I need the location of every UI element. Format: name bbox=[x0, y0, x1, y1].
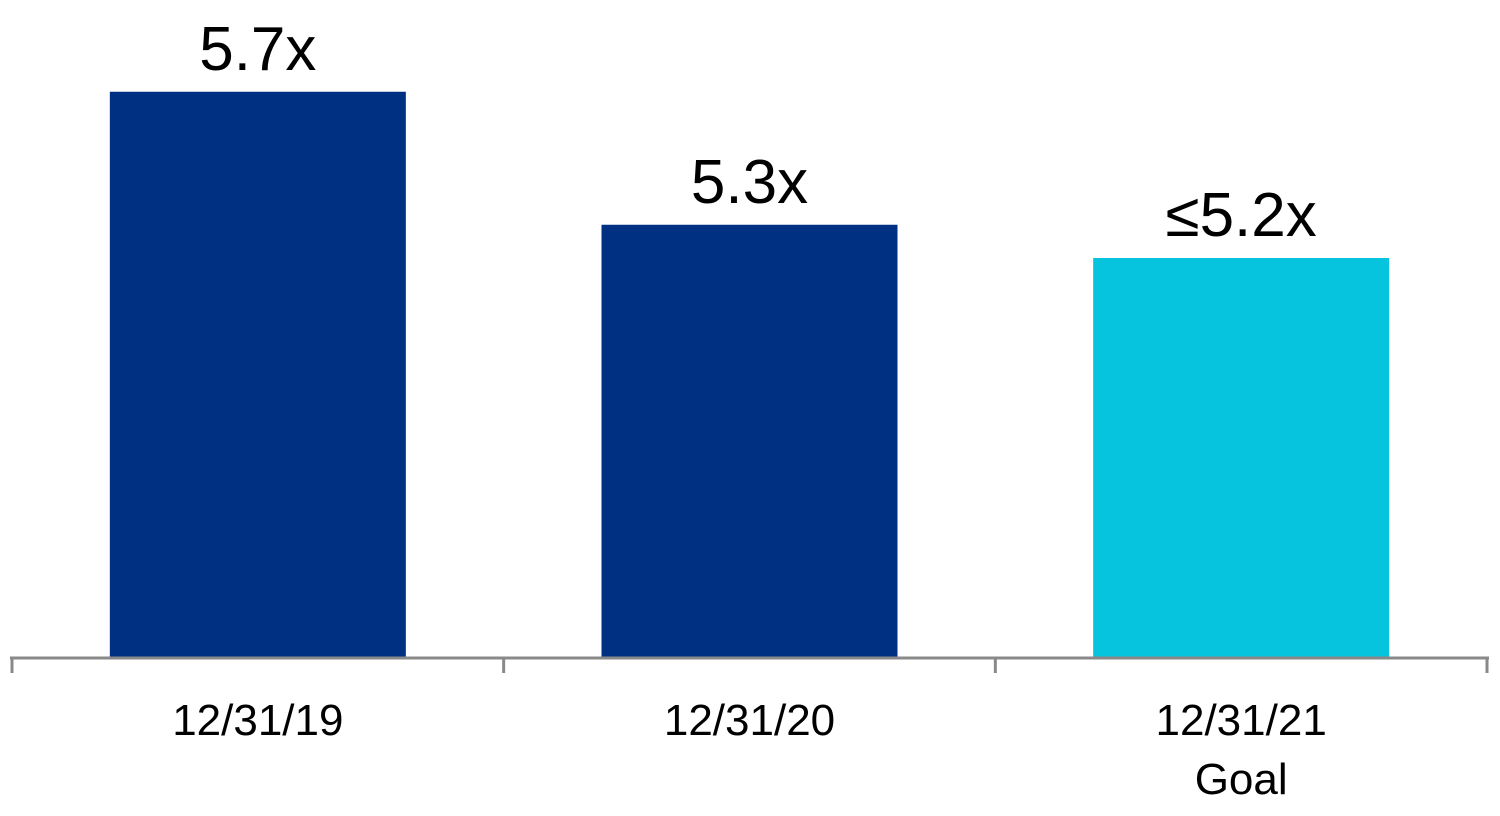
bar bbox=[1093, 258, 1390, 657]
x-tick-label: 12/31/21 bbox=[1156, 696, 1327, 745]
bar bbox=[109, 91, 406, 657]
data-label: 5.3x bbox=[691, 148, 808, 217]
x-tick-label: Goal bbox=[1195, 755, 1288, 804]
x-tick-label: 12/31/19 bbox=[172, 696, 343, 745]
data-label: 5.7x bbox=[199, 15, 316, 84]
bar bbox=[601, 224, 898, 657]
data-label: ≤5.2x bbox=[1166, 181, 1317, 250]
x-tick-label: 12/31/20 bbox=[664, 696, 835, 745]
